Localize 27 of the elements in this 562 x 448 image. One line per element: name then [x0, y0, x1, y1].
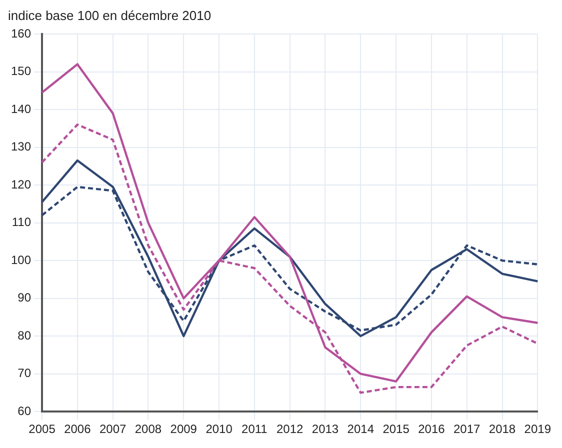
x-tick-label: 2005 — [28, 422, 56, 436]
x-tick-label: 2006 — [64, 422, 92, 436]
y-tick-label: 60 — [18, 404, 32, 418]
x-tick-label: 2017 — [453, 422, 481, 436]
x-tick-label: 2012 — [276, 422, 304, 436]
y-tick-label: 150 — [10, 64, 32, 78]
x-tick-label: 2018 — [488, 422, 516, 436]
x-tick-label: 2014 — [347, 422, 374, 436]
y-tick-label: 160 — [10, 26, 32, 40]
x-tick-label: 2010 — [206, 422, 233, 436]
x-tick-label: 2019 — [524, 422, 552, 436]
x-tick-label: 2013 — [312, 422, 339, 436]
y-tick-label: 90 — [18, 290, 32, 305]
x-tick-label: 2009 — [170, 422, 198, 436]
y-tick-label: 70 — [18, 366, 32, 380]
y-axis-title: indice base 100 en décembre 2010 — [8, 8, 212, 23]
x-tick-label: 2008 — [134, 422, 162, 436]
x-tick-label: 2016 — [418, 422, 446, 436]
y-tick-label: 100 — [10, 252, 32, 267]
y-tick-label: 140 — [10, 102, 32, 116]
x-tick-label: 2011 — [242, 422, 268, 436]
y-tick-label: 130 — [10, 140, 32, 154]
y-tick-label: 110 — [12, 215, 32, 230]
y-tick-label: 80 — [18, 328, 32, 342]
x-tick-label: 2015 — [382, 422, 410, 436]
y-tick-label: 120 — [10, 177, 32, 192]
x-tick-label: 2007 — [99, 422, 126, 436]
